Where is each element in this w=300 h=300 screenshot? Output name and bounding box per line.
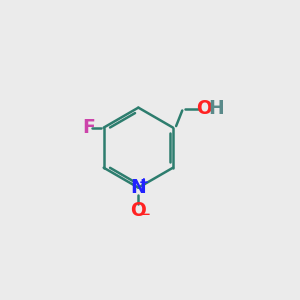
Text: F: F bbox=[82, 118, 95, 137]
Text: O: O bbox=[130, 201, 146, 220]
Text: +: + bbox=[139, 176, 149, 189]
Text: −: − bbox=[140, 208, 150, 221]
Text: H: H bbox=[208, 100, 224, 118]
Text: O: O bbox=[196, 100, 212, 118]
Text: N: N bbox=[130, 178, 146, 197]
